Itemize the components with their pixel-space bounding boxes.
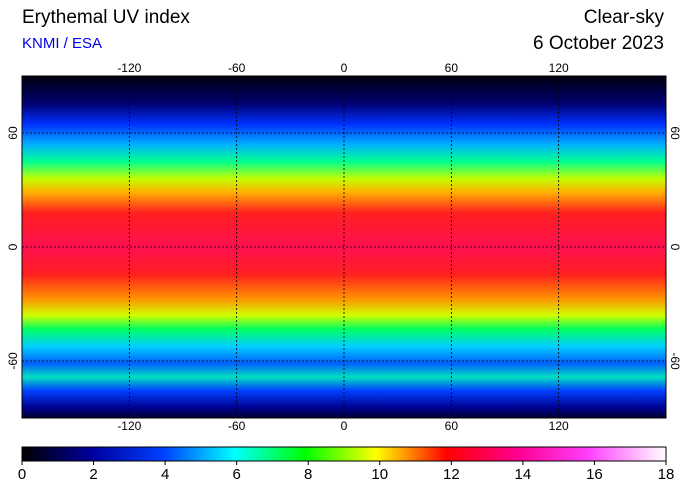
colorbar-tick-label: 12	[443, 466, 460, 483]
lat-tick-label: -60	[6, 352, 20, 370]
colorbar-tick-label: 14	[515, 466, 532, 483]
lon-tick-label: 0	[341, 419, 348, 433]
colorbar-tick-label: 6	[232, 466, 240, 483]
colorbar-tick-label: 8	[304, 466, 312, 483]
colorbar-tick-label: 4	[161, 466, 169, 483]
source: KNMI / ESA	[22, 35, 102, 52]
colorbar-tick-label: 10	[371, 466, 388, 483]
lon-tick-label: 120	[549, 61, 569, 75]
lat-tick-label: 60	[668, 126, 682, 140]
lon-tick-label: -120	[117, 419, 141, 433]
colorbar-tick-label: 18	[658, 466, 675, 483]
lon-tick-label: -60	[228, 61, 246, 75]
lon-tick-label: 0	[341, 61, 348, 75]
lat-tick-label: -60	[668, 352, 682, 370]
colorbar-tick-label: 0	[18, 466, 26, 483]
condition: Clear-sky	[584, 7, 665, 28]
lon-tick-label: -120	[117, 61, 141, 75]
title: Erythemal UV index	[22, 7, 190, 28]
colorbar	[21, 446, 667, 462]
lon-tick-label: -60	[228, 419, 246, 433]
lon-tick-label: 60	[445, 419, 459, 433]
date: 6 October 2023	[533, 33, 664, 54]
lon-tick-label: 60	[445, 61, 459, 75]
lat-tick-label: 0	[6, 243, 20, 250]
lon-tick-label: 120	[549, 419, 569, 433]
lat-tick-label: 0	[668, 244, 682, 251]
colorbar-tick-label: 2	[89, 466, 97, 483]
colorbar-tick-label: 16	[586, 466, 603, 483]
lat-tick-label: 60	[6, 126, 20, 140]
